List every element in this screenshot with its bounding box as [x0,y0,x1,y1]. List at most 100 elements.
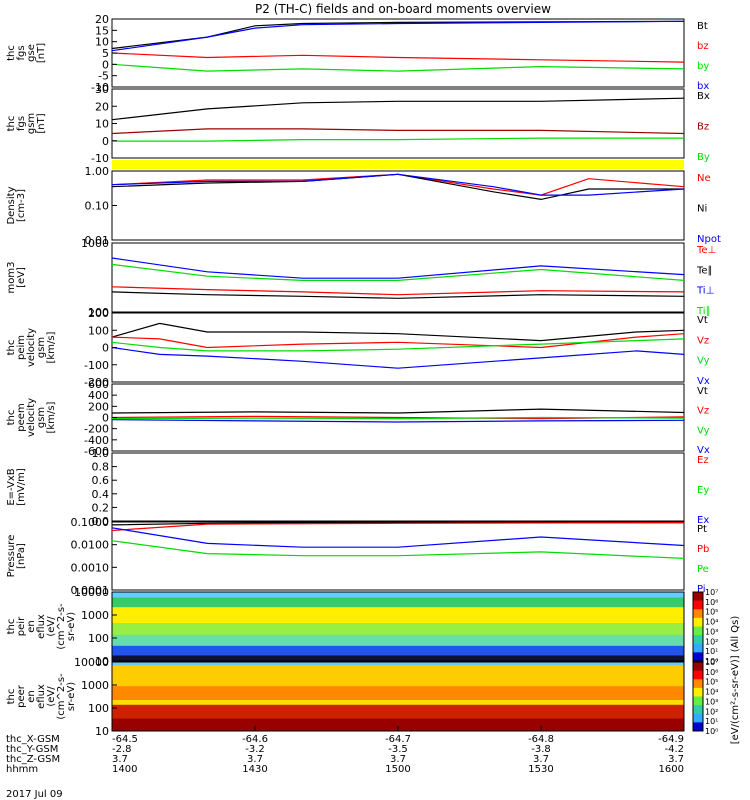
panel-density: 1.00 0.10 0.01 Density [cm-3] Ne Ni Npot [6,165,721,247]
y-axis-label: en [26,690,37,703]
y-axis-label: velocity [26,328,37,367]
x-tick-label: -64.9 [658,734,684,745]
colorbar-tick-label: 10⁶ [705,668,718,677]
y-axis-label: Density [6,186,17,224]
y-tick-label: 400 [88,389,109,402]
spectrogram-band [112,662,684,666]
y-tick-label: 10 [95,725,109,738]
y-axis-label: gsm [36,407,47,428]
series-Ni [111,173,684,201]
colorbar-segment [693,600,703,610]
x-tick-label: -4.2 [664,744,684,755]
y-axis-label: [nT] [36,113,47,133]
y-tick-label: 0.8 [92,461,110,474]
y-tick-label: 1000 [81,237,109,250]
colorbar-tick-label: 10⁷ [705,588,718,597]
y-tick-label: 1.00 [85,165,110,178]
series-Ne [111,173,685,196]
y-axis-label: [km/s] [46,401,57,433]
y-axis-label: [nT] [36,43,47,63]
spectrogram-band [112,704,684,720]
legend-Vt: Vt [697,386,708,397]
colorbar-segment [693,592,703,602]
y-axis-label: gse [26,44,37,62]
spectrogram-band [112,655,684,662]
panel-frame [111,242,685,313]
y-axis-label: fgs [16,45,27,60]
y-axis-label: (cm^2-s- [56,673,67,720]
y-tick-label: -10 [91,152,109,165]
series-Ti∥ [111,263,685,281]
x-tick-label: -3.2 [245,744,265,755]
y-tick-label: 100 [88,324,109,337]
x-tick-label: -64.5 [112,734,138,745]
colorbar-tick-label: 10⁰ [705,727,718,736]
spectrogram-band [112,623,684,636]
colorbar-segment [693,662,703,672]
y-axis-label: eflux [36,614,47,639]
y-axis-label: peem [16,403,27,431]
x-tick-label: 3.7 [533,754,549,765]
y-axis-label: (cm^2-s- [56,603,67,650]
colorbar-segment [693,643,703,653]
legend-Vx: Vx [697,376,710,387]
y-axis-label: peir [16,616,27,636]
colorbar-label: [eV/(cm²-s-sr-eV)] (All Qs) [730,616,741,745]
y-axis-label: thc [6,116,17,132]
x-tick-label: -64.6 [242,734,268,745]
colorbar-frame [692,661,704,732]
y-tick-label: 200 [88,400,109,413]
y-tick-label: 1000 [81,679,109,692]
quality-bar [112,160,684,169]
x-tick-label: -2.8 [112,744,132,755]
panel-frame [111,591,685,662]
colorbar-segment [693,617,703,627]
x-tick-label: 3.7 [112,754,128,765]
legend-bx: bx [697,81,709,92]
panel-peir: 10000 1000 100 10 thc peir en eflux (eV/(cm^2-s-… [6,586,685,668]
colorbar-segment [693,705,703,715]
colorbar-segment [693,626,703,636]
legend-Vz: Vz [697,335,709,346]
colorbar-tick-label: 10⁷ [705,658,718,667]
colorbar-tick-label: 10⁶ [705,598,718,607]
y-tick-label: 0.2 [92,501,110,514]
y-tick-label: 20 [95,100,109,113]
y-tick-label: 5 [102,47,109,60]
legend-Ex: Ex [697,515,709,526]
legend-Npot: Npot [697,234,721,245]
y-tick-label: -5 [98,70,109,83]
series-Pe [111,540,685,559]
legend-Bz: Bz [697,122,709,133]
panel-frame [111,88,685,159]
colorbar-tick-label: 10³ [705,697,718,706]
series-Pi [111,527,685,548]
x-tick-label: 3.7 [390,754,406,765]
y-tick-label: 0.0001 [71,584,110,597]
y-tick-label: 0.0010 [71,561,110,574]
x-tick-label: 1400 [112,764,137,775]
colorbar-segment [693,687,703,697]
panel-pressure: 0.1000 0.0100 0.0010 0.0001 Pressure [nPa] Pt P… [6,516,709,597]
series-Pb [111,521,685,532]
spectrogram-band [112,597,684,608]
colorbar-segment [693,652,703,662]
x-tick-label: -3.8 [531,744,551,755]
colorbar-segment [693,679,703,689]
y-tick-label: 10 [95,655,109,668]
y-tick-label: 0.01 [85,234,110,247]
y-axis-label: [km/s] [46,331,57,363]
x-tick-label: 1430 [242,764,267,775]
legend-Te⊥: Te⊥ [696,245,716,256]
spectrogram-band [112,699,684,706]
panel-fgs_gsm: 30 20 10 0 -10 thc fgs gsm [nT] Bx Bz By [6,83,710,165]
x-row-label: thc_Z-GSM [6,754,60,765]
series-Vy [111,416,685,420]
series-Vt [111,322,685,342]
colorbar-segment [693,722,703,732]
series-bx [111,20,685,52]
y-tick-label: 0 [102,412,109,425]
